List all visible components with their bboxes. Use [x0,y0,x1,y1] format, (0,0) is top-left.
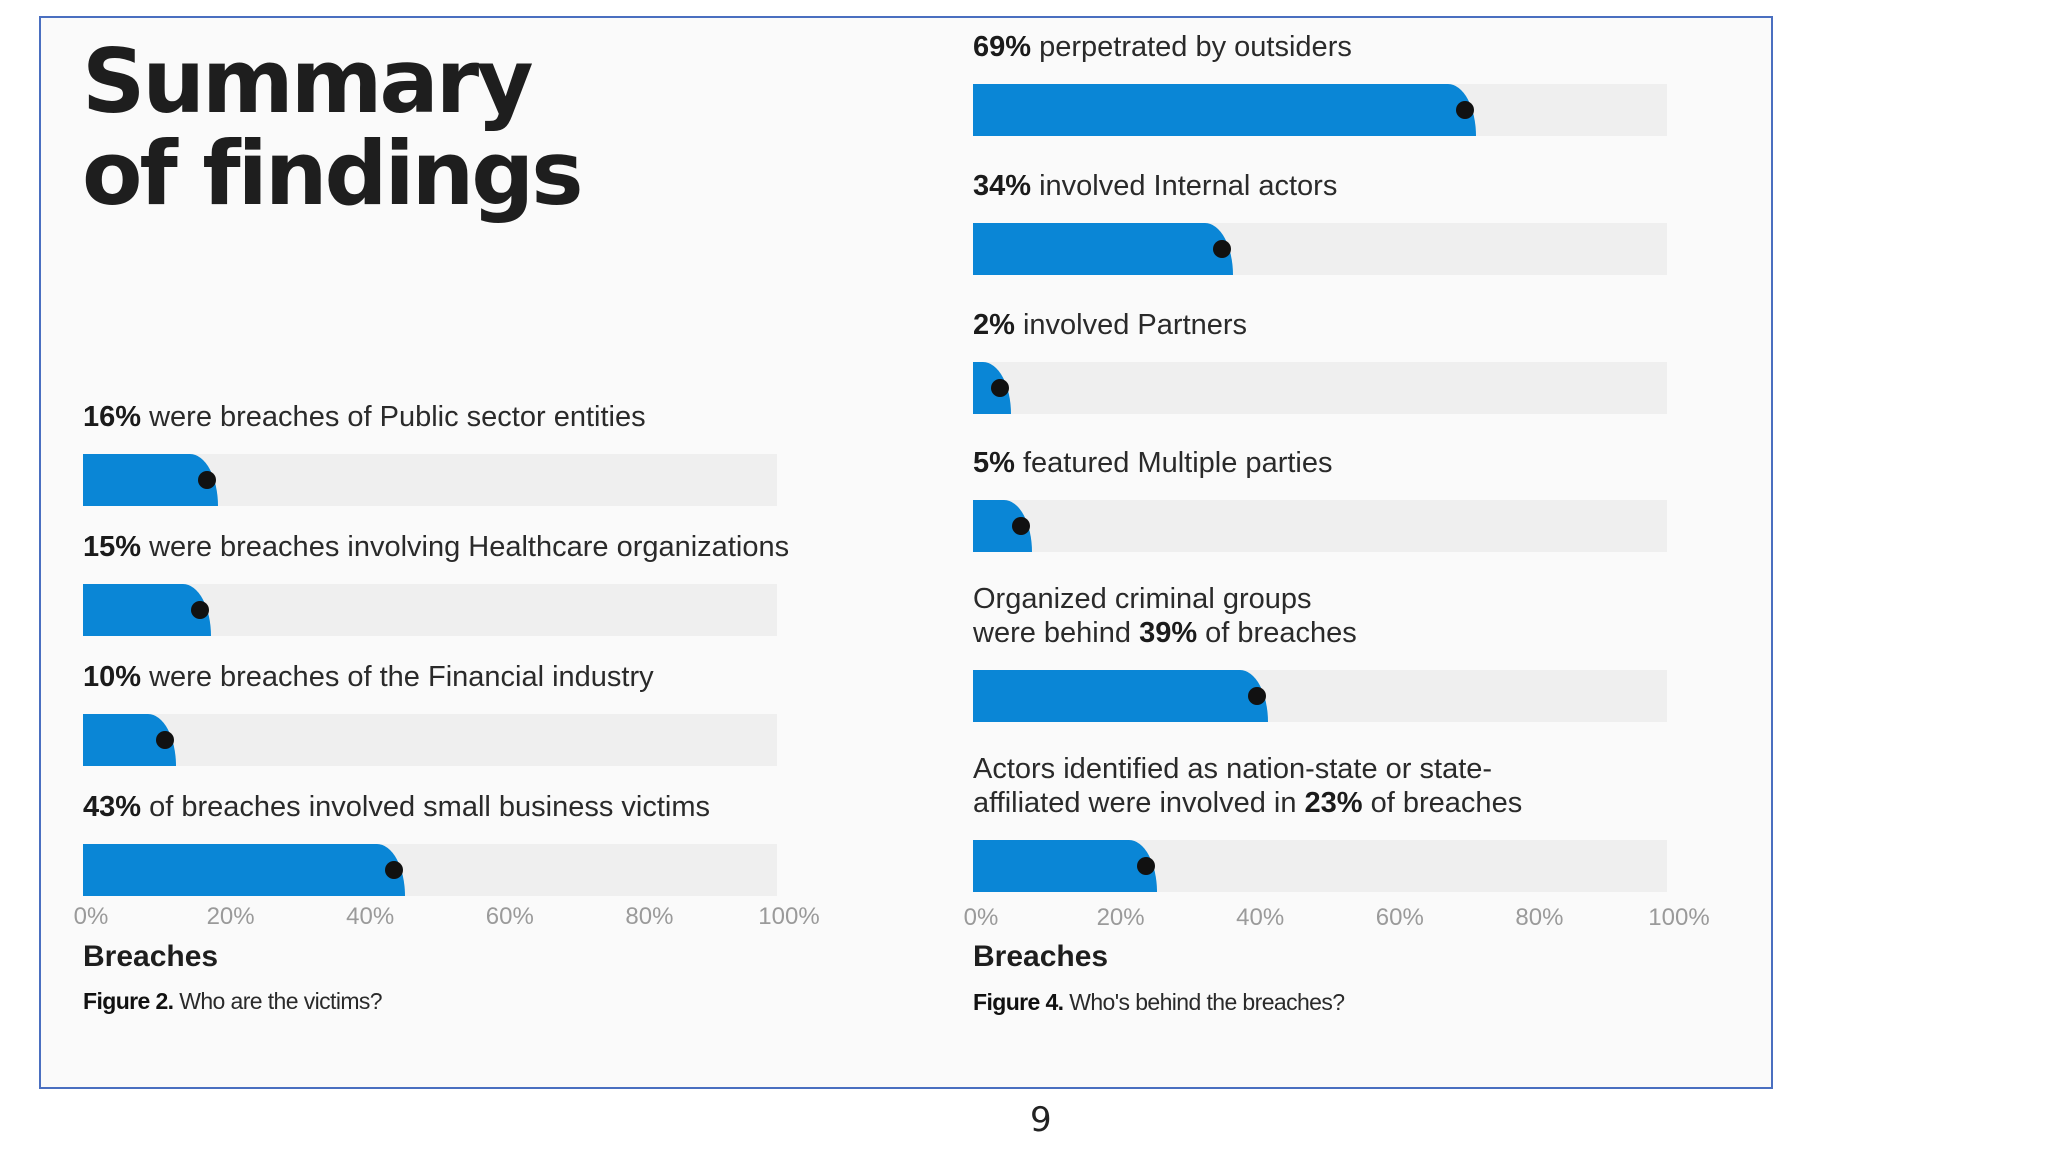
label-text: involved Partners [1014,309,1248,341]
victims-bar [83,584,212,636]
actors-bar-marker [1455,101,1474,119]
x-tick-label: 60% [485,903,534,930]
actors-bar-label: Organized criminal groups were behind 39%… [973,582,1357,650]
actors-bar-label: Actors identified as nation-state or sta… [973,752,1522,820]
figure-caption: Figure 2. Who are the victims? [83,988,383,1015]
label-text: Actors identified as nation-state or sta… [973,753,1493,785]
actors-bar [973,670,1268,722]
victims-bar [83,844,406,896]
label-text: affiliated were involved in [973,787,1305,819]
label-text: of breaches involved small business vict… [141,791,711,823]
label-text: were breaches of the Financial industry [141,661,654,693]
x-tick-label: 40% [1236,904,1285,931]
caption-figure-number: Figure 4. [973,989,1064,1015]
label-percent: 69% [973,31,1032,63]
actors-bar-track [973,840,1667,892]
label-text: of breaches [1362,787,1523,819]
victims-bar-track [83,584,777,636]
label-text: of breaches [1197,617,1357,649]
x-axis-title: Breaches [973,940,1109,973]
x-tick-label: 0% [963,904,999,931]
actors-bar-track [973,500,1667,552]
victims-bar-track [83,714,777,766]
x-tick-label: 20% [1096,904,1145,931]
label-text: were behind [973,617,1140,649]
page-number: 9 [1030,1100,1052,1140]
victims-bar-track [83,844,777,896]
label-percent: 39% [1139,617,1198,649]
label-text: were breaches of Public sector entities [141,401,646,433]
actors-bar-label: 34% involved Internal actors [973,169,1337,203]
actors-bar-track [973,670,1667,722]
title-line-2: of findings [82,122,584,225]
actors-bar [973,84,1476,136]
actors-bar-marker [1247,687,1266,705]
x-tick-label: 0% [73,903,109,930]
victims-bar-label: 16% were breaches of Public sector entit… [83,400,646,434]
label-percent: 43% [83,791,142,823]
label-percent: 5% [973,447,1015,479]
label-percent: 34% [973,170,1032,202]
label-text: Organized criminal groups [973,583,1312,615]
x-tick-label: 40% [346,903,395,930]
label-text: perpetrated by outsiders [1031,31,1352,63]
victims-bar [83,454,219,506]
victims-bar-label: 10% were breaches of the Financial indus… [83,660,654,694]
actors-bar [973,223,1233,275]
victims-bar-marker [156,731,175,749]
actors-bar-label: 5% featured Multiple parties [973,446,1332,480]
actors-bar-marker [1136,857,1155,875]
x-tick-label: 60% [1375,904,1424,931]
x-tick-label: 80% [625,903,674,930]
figure-caption: Figure 4. Who's behind the breaches? [973,989,1345,1016]
caption-text: Who's behind the breaches? [1063,989,1345,1015]
actors-bar-label: 2% involved Partners [973,308,1247,342]
victims-bar-label: 43% of breaches involved small business … [83,790,710,824]
actors-bar-marker [990,379,1009,397]
actors-bar-track [973,362,1667,414]
victims-bar-marker [191,601,210,619]
caption-figure-number: Figure 2. [83,988,174,1014]
label-text: involved Internal actors [1031,170,1338,202]
x-axis-title: Breaches [83,940,219,973]
victims-bar-marker [198,471,217,489]
actors-bar-marker [1212,240,1231,258]
victims-bar-track [83,454,777,506]
title-line-1: Summary [82,30,534,133]
label-text: were breaches involving Healthcare organ… [141,531,790,563]
label-percent: 16% [83,401,142,433]
actors-bar [973,840,1157,892]
label-percent: 10% [83,661,142,693]
caption-text: Who are the victims? [173,988,382,1014]
actors-bar-track [973,223,1667,275]
x-tick-label: 80% [1515,904,1564,931]
x-tick-label: 100% [758,903,820,930]
victims-bar-marker [385,861,404,879]
page-title: Summary of findings [82,30,584,225]
label-percent: 15% [83,531,142,563]
x-tick-label: 20% [206,903,255,930]
victims-bar-label: 15% were breaches involving Healthcare o… [83,530,789,564]
actors-bar-track [973,84,1667,136]
x-tick-label: 100% [1648,904,1710,931]
label-percent: 2% [973,309,1015,341]
label-text: featured Multiple parties [1014,447,1333,479]
label-percent: 23% [1304,787,1363,819]
actors-bar-label: 69% perpetrated by outsiders [973,30,1352,64]
actors-bar-marker [1011,517,1030,535]
findings-panel: Summary of findings 16% were breaches of… [39,16,1773,1089]
